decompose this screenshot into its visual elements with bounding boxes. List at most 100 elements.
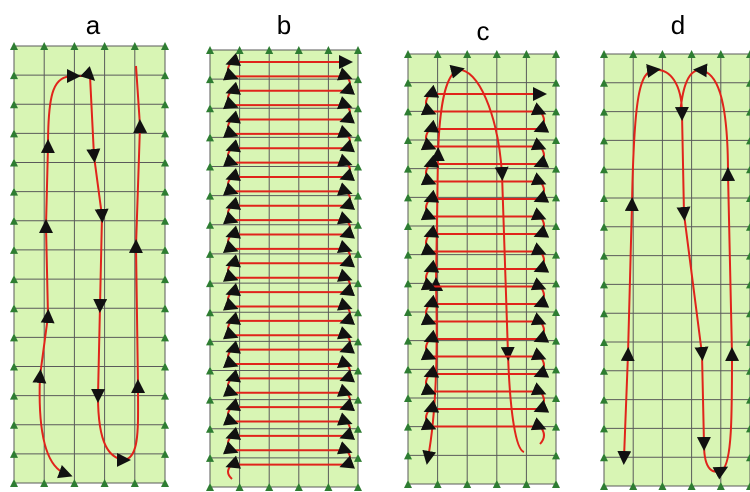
marker-icon (10, 158, 18, 167)
marker-icon (552, 365, 560, 374)
marker-icon (354, 366, 362, 375)
marker-icon (324, 483, 333, 491)
panel-d-label: d (671, 10, 685, 40)
marker-icon (161, 304, 169, 313)
marker-icon (552, 193, 560, 202)
marker-icon (161, 158, 169, 167)
marker-icon (354, 395, 362, 404)
marker-icon (552, 78, 560, 87)
marker-icon (404, 336, 412, 345)
marker-icon (161, 42, 169, 50)
marker-icon (404, 480, 412, 488)
marker-icon (161, 333, 169, 342)
marker-icon (10, 391, 18, 400)
marker-icon (10, 71, 18, 80)
marker-icon (600, 424, 608, 433)
marker-icon (746, 194, 750, 202)
marker-icon (265, 483, 274, 491)
marker-icon (354, 46, 362, 54)
panel-c-label: c (477, 16, 490, 46)
marker-icon (70, 42, 79, 50)
marker-icon (161, 391, 169, 400)
marker-icon (746, 107, 750, 116)
panel-a-label: a (86, 10, 101, 40)
marker-icon (552, 50, 560, 58)
marker-icon (324, 46, 333, 54)
marker-icon (235, 46, 244, 54)
marker-icon (161, 479, 169, 487)
marker-icon (552, 308, 560, 316)
marker-icon (552, 394, 560, 402)
marker-icon (522, 480, 531, 488)
marker-icon (746, 309, 750, 318)
marker-icon (161, 362, 169, 371)
marker-icon (100, 42, 109, 50)
marker-icon (600, 453, 608, 462)
marker-icon (404, 164, 412, 173)
marker-icon (433, 50, 442, 58)
marker-icon (235, 483, 244, 491)
marker-icon (354, 279, 362, 288)
marker-icon (206, 337, 214, 346)
marker-icon (404, 451, 412, 460)
marker-icon (10, 362, 18, 371)
marker-icon (492, 480, 501, 488)
panel-b: b (206, 10, 362, 491)
marker-icon (600, 50, 608, 58)
marker-icon (10, 275, 18, 284)
marker-icon (658, 50, 667, 58)
marker-icon (746, 78, 750, 87)
marker-icon (206, 46, 214, 54)
marker-icon (658, 482, 667, 490)
marker-icon (354, 308, 362, 317)
marker-icon (600, 165, 608, 174)
marker-icon (552, 422, 560, 431)
marker-icon (206, 395, 214, 404)
marker-icon (404, 279, 412, 288)
marker-icon (161, 275, 169, 284)
marker-icon (206, 220, 214, 229)
marker-icon (206, 75, 214, 84)
marker-icon (354, 162, 362, 171)
marker-icon (354, 75, 362, 84)
marker-icon (404, 222, 412, 230)
trajectory-path (420, 84, 550, 445)
panel-c: c (404, 16, 560, 488)
panel-d: d (600, 10, 750, 490)
marker-icon (552, 451, 560, 460)
marker-icon (265, 46, 274, 54)
marker-icon (404, 365, 412, 374)
marker-icon (206, 366, 214, 375)
marker-icon (10, 42, 18, 50)
marker-icon (746, 338, 750, 346)
marker-icon (404, 50, 412, 58)
marker-icon (746, 165, 750, 174)
marker-icon (161, 245, 169, 254)
marker-icon (600, 280, 608, 289)
marker-icon (404, 422, 412, 431)
marker-icon (404, 136, 412, 144)
marker-icon (552, 279, 560, 288)
marker-icon (10, 100, 18, 109)
marker-icon (100, 479, 109, 487)
marker-icon (600, 338, 608, 346)
marker-icon (600, 395, 608, 404)
marker-icon (206, 162, 214, 171)
marker-icon (746, 280, 750, 289)
marker-icon (10, 420, 18, 429)
marker-icon (161, 420, 169, 429)
marker-icon (629, 50, 638, 58)
marker-icon (552, 222, 560, 230)
trajectory-path (32, 65, 148, 479)
field-area (13, 45, 166, 484)
marker-icon (354, 453, 362, 462)
marker-icon (629, 482, 638, 490)
marker-icon (10, 129, 18, 138)
marker-icon (161, 71, 169, 80)
marker-icon (746, 395, 750, 404)
marker-icon (10, 245, 18, 254)
marker-icon (404, 394, 412, 402)
marker-icon (206, 191, 214, 200)
marker-icon (10, 333, 18, 342)
